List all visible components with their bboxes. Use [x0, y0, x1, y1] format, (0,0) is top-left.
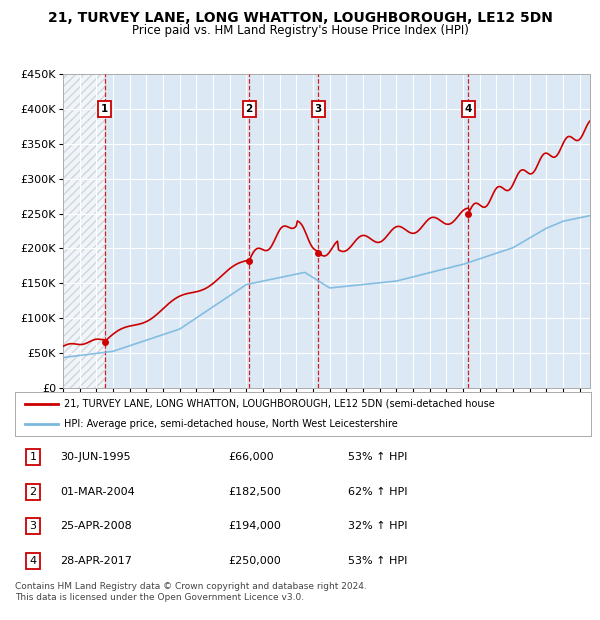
- Text: 3: 3: [29, 521, 37, 531]
- Text: HPI: Average price, semi-detached house, North West Leicestershire: HPI: Average price, semi-detached house,…: [64, 419, 398, 430]
- Text: 21, TURVEY LANE, LONG WHATTON, LOUGHBOROUGH, LE12 5DN (semi-detached house: 21, TURVEY LANE, LONG WHATTON, LOUGHBORO…: [64, 399, 495, 409]
- Text: 53% ↑ HPI: 53% ↑ HPI: [348, 452, 407, 462]
- Text: 32% ↑ HPI: 32% ↑ HPI: [348, 521, 407, 531]
- Text: 4: 4: [465, 104, 472, 114]
- Text: 25-APR-2008: 25-APR-2008: [60, 521, 132, 531]
- Text: Contains HM Land Registry data © Crown copyright and database right 2024.
This d: Contains HM Land Registry data © Crown c…: [15, 582, 367, 603]
- Text: 30-JUN-1995: 30-JUN-1995: [60, 452, 131, 462]
- Text: 4: 4: [29, 556, 37, 566]
- Text: £182,500: £182,500: [228, 487, 281, 497]
- Text: 01-MAR-2004: 01-MAR-2004: [60, 487, 135, 497]
- Text: 3: 3: [315, 104, 322, 114]
- Text: 21, TURVEY LANE, LONG WHATTON, LOUGHBOROUGH, LE12 5DN: 21, TURVEY LANE, LONG WHATTON, LOUGHBORO…: [47, 11, 553, 25]
- Text: Price paid vs. HM Land Registry's House Price Index (HPI): Price paid vs. HM Land Registry's House …: [131, 24, 469, 37]
- Text: 2: 2: [29, 487, 37, 497]
- Text: 1: 1: [101, 104, 109, 114]
- Text: 62% ↑ HPI: 62% ↑ HPI: [348, 487, 407, 497]
- Text: 28-APR-2017: 28-APR-2017: [60, 556, 132, 566]
- Text: £194,000: £194,000: [228, 521, 281, 531]
- Text: £250,000: £250,000: [228, 556, 281, 566]
- Text: 2: 2: [245, 104, 253, 114]
- Bar: [63, 74, 104, 388]
- Text: 53% ↑ HPI: 53% ↑ HPI: [348, 556, 407, 566]
- Text: 1: 1: [29, 452, 37, 462]
- Text: £66,000: £66,000: [228, 452, 274, 462]
